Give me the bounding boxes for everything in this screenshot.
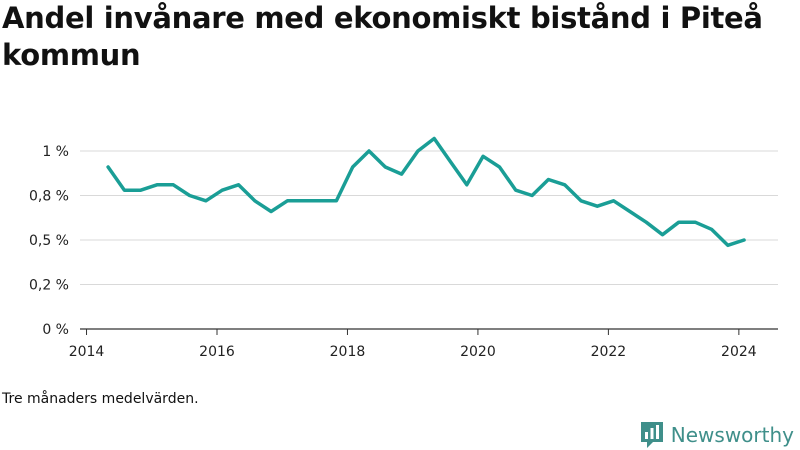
- x-tick-label: 2016: [199, 344, 235, 360]
- y-tick-label: 0,2 %: [29, 278, 69, 294]
- y-tick-label: 1 %: [42, 144, 69, 160]
- series-layer: [106, 136, 746, 248]
- grid-lines: [80, 150, 778, 285]
- x-tick-label: 2022: [591, 344, 627, 360]
- brand-logo: Newsworthy: [639, 420, 794, 450]
- series-line: [106, 136, 746, 248]
- y-tick-label: 0 %: [42, 322, 69, 338]
- x-tick-label: 2020: [460, 344, 496, 360]
- newsworthy-logo-icon: [640, 422, 663, 448]
- x-tick-label: 2018: [330, 344, 366, 360]
- chart-title: Andel invånare med ekonomiskt bistånd i …: [2, 1, 763, 72]
- brand-name: Newsworthy: [670, 423, 794, 447]
- x-axis-ticks: 2014 2016 2018 2020 2022 2024: [69, 329, 757, 360]
- y-tick-label: 0,8 %: [29, 189, 69, 205]
- x-tick-label: 2014: [69, 344, 105, 360]
- y-axis-tick-labels: 0 % 0,2 % 0,5 % 0,8 % 1 %: [29, 144, 69, 338]
- x-tick-label: 2024: [721, 344, 757, 360]
- chart-note: Tre månaders medelvärden.: [2, 391, 199, 407]
- y-tick-label: 0,5 %: [29, 233, 69, 249]
